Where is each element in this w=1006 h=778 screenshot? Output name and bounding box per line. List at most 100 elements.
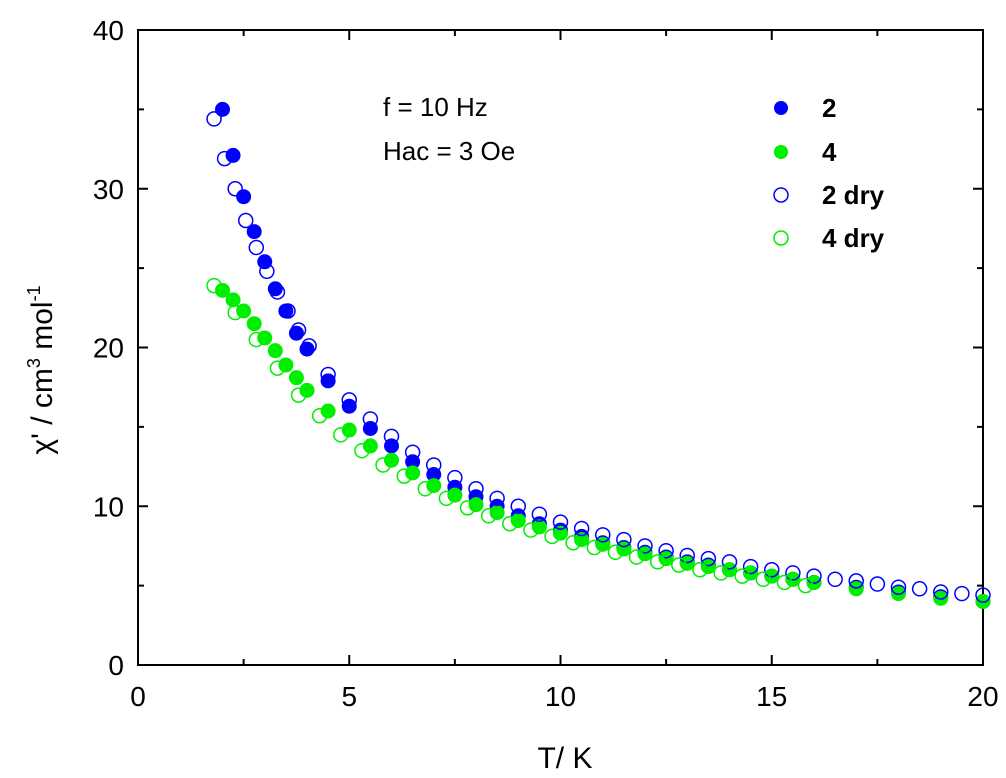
legend: 2 4 2 dry 4 dry	[773, 93, 885, 253]
data-point	[290, 387, 307, 403]
data-point	[637, 538, 653, 554]
data-point	[341, 422, 357, 438]
data-points	[206, 101, 991, 609]
data-point	[301, 338, 317, 354]
data-point	[396, 468, 412, 484]
y-tick-label: 10	[93, 491, 124, 522]
data-point	[259, 263, 275, 280]
data-point	[354, 442, 370, 459]
data-point	[246, 316, 262, 332]
data-point	[333, 427, 349, 443]
data-point	[595, 527, 611, 543]
data-point	[341, 392, 357, 408]
data-point	[755, 571, 772, 588]
data-point	[502, 515, 518, 532]
data-point	[742, 558, 759, 575]
data-point	[806, 568, 822, 584]
data-point	[290, 322, 307, 338]
y-axis-title-main: χ' / cm	[26, 368, 59, 454]
data-point	[362, 411, 379, 427]
data-point	[722, 562, 737, 578]
data-point	[280, 303, 296, 319]
data-point	[206, 111, 222, 127]
x-tick-label: 20	[967, 681, 998, 712]
series-4	[215, 282, 991, 609]
data-point	[890, 579, 907, 595]
data-point	[227, 304, 243, 321]
data-point	[658, 542, 674, 559]
y-tick-label: 40	[93, 15, 124, 46]
data-point	[438, 490, 455, 507]
data-point	[426, 457, 442, 473]
data-point	[523, 522, 539, 538]
data-point	[827, 571, 843, 588]
series-4-dry	[206, 277, 814, 594]
plot-area	[137, 29, 984, 666]
data-point	[246, 224, 262, 240]
data-point	[975, 587, 991, 603]
data-point	[225, 147, 241, 163]
data-point	[954, 585, 970, 602]
data-point	[267, 343, 283, 359]
data-point	[658, 551, 674, 567]
data-point	[586, 539, 603, 556]
x-tick-label: 0	[130, 681, 146, 712]
data-point	[700, 559, 716, 575]
data-point	[671, 557, 687, 573]
data-point	[215, 101, 230, 117]
data-point	[574, 532, 590, 548]
data-point	[649, 554, 666, 570]
data-point	[362, 438, 378, 454]
legend-marker-4-dry	[773, 230, 789, 246]
x-tick-label: 10	[545, 681, 576, 712]
data-point	[713, 565, 729, 581]
data-point	[311, 408, 328, 424]
data-point	[637, 546, 653, 562]
data-point	[911, 581, 928, 597]
data-point	[248, 239, 265, 256]
data-point	[531, 519, 547, 535]
annotation-field: Hac = 3 Oe	[383, 136, 515, 166]
data-point	[206, 277, 222, 294]
y-axis-title-sup-3: 3	[24, 358, 44, 368]
data-point	[426, 478, 442, 494]
annotation-frequency: f = 10 Hz	[383, 92, 488, 122]
data-point	[553, 525, 568, 541]
data-point	[237, 212, 254, 229]
data-point	[468, 481, 484, 497]
data-point	[227, 181, 243, 197]
data-point	[384, 452, 399, 468]
y-tick-label: 0	[108, 650, 124, 681]
legend-marker-4	[774, 145, 788, 159]
y-tick-label: 20	[93, 333, 124, 364]
data-point	[573, 520, 590, 537]
data-point	[510, 498, 526, 514]
y-tick-label: 30	[93, 174, 124, 205]
data-point	[257, 254, 273, 270]
data-point	[764, 562, 780, 578]
data-point	[700, 550, 717, 567]
data-point	[248, 331, 265, 348]
data-point	[405, 465, 421, 481]
data-point	[848, 581, 864, 597]
data-point	[383, 428, 400, 445]
data-point	[269, 284, 286, 300]
data-point	[734, 568, 750, 584]
data-point	[269, 360, 286, 376]
y-axis-title: χ' / cm3 mol-1	[24, 285, 59, 454]
data-point	[489, 490, 505, 507]
data-point	[459, 500, 476, 516]
x-axis-title: T/ K	[537, 742, 592, 775]
data-point	[628, 549, 645, 565]
data-point	[447, 469, 463, 486]
data-point	[616, 531, 632, 548]
data-point	[278, 357, 294, 373]
data-point	[848, 573, 864, 589]
data-point	[225, 292, 241, 308]
legend-marker-2-dry	[773, 187, 789, 203]
data-point	[565, 535, 581, 551]
legend-label-2: 2	[822, 93, 836, 123]
data-point	[544, 528, 560, 545]
data-point	[447, 487, 463, 503]
